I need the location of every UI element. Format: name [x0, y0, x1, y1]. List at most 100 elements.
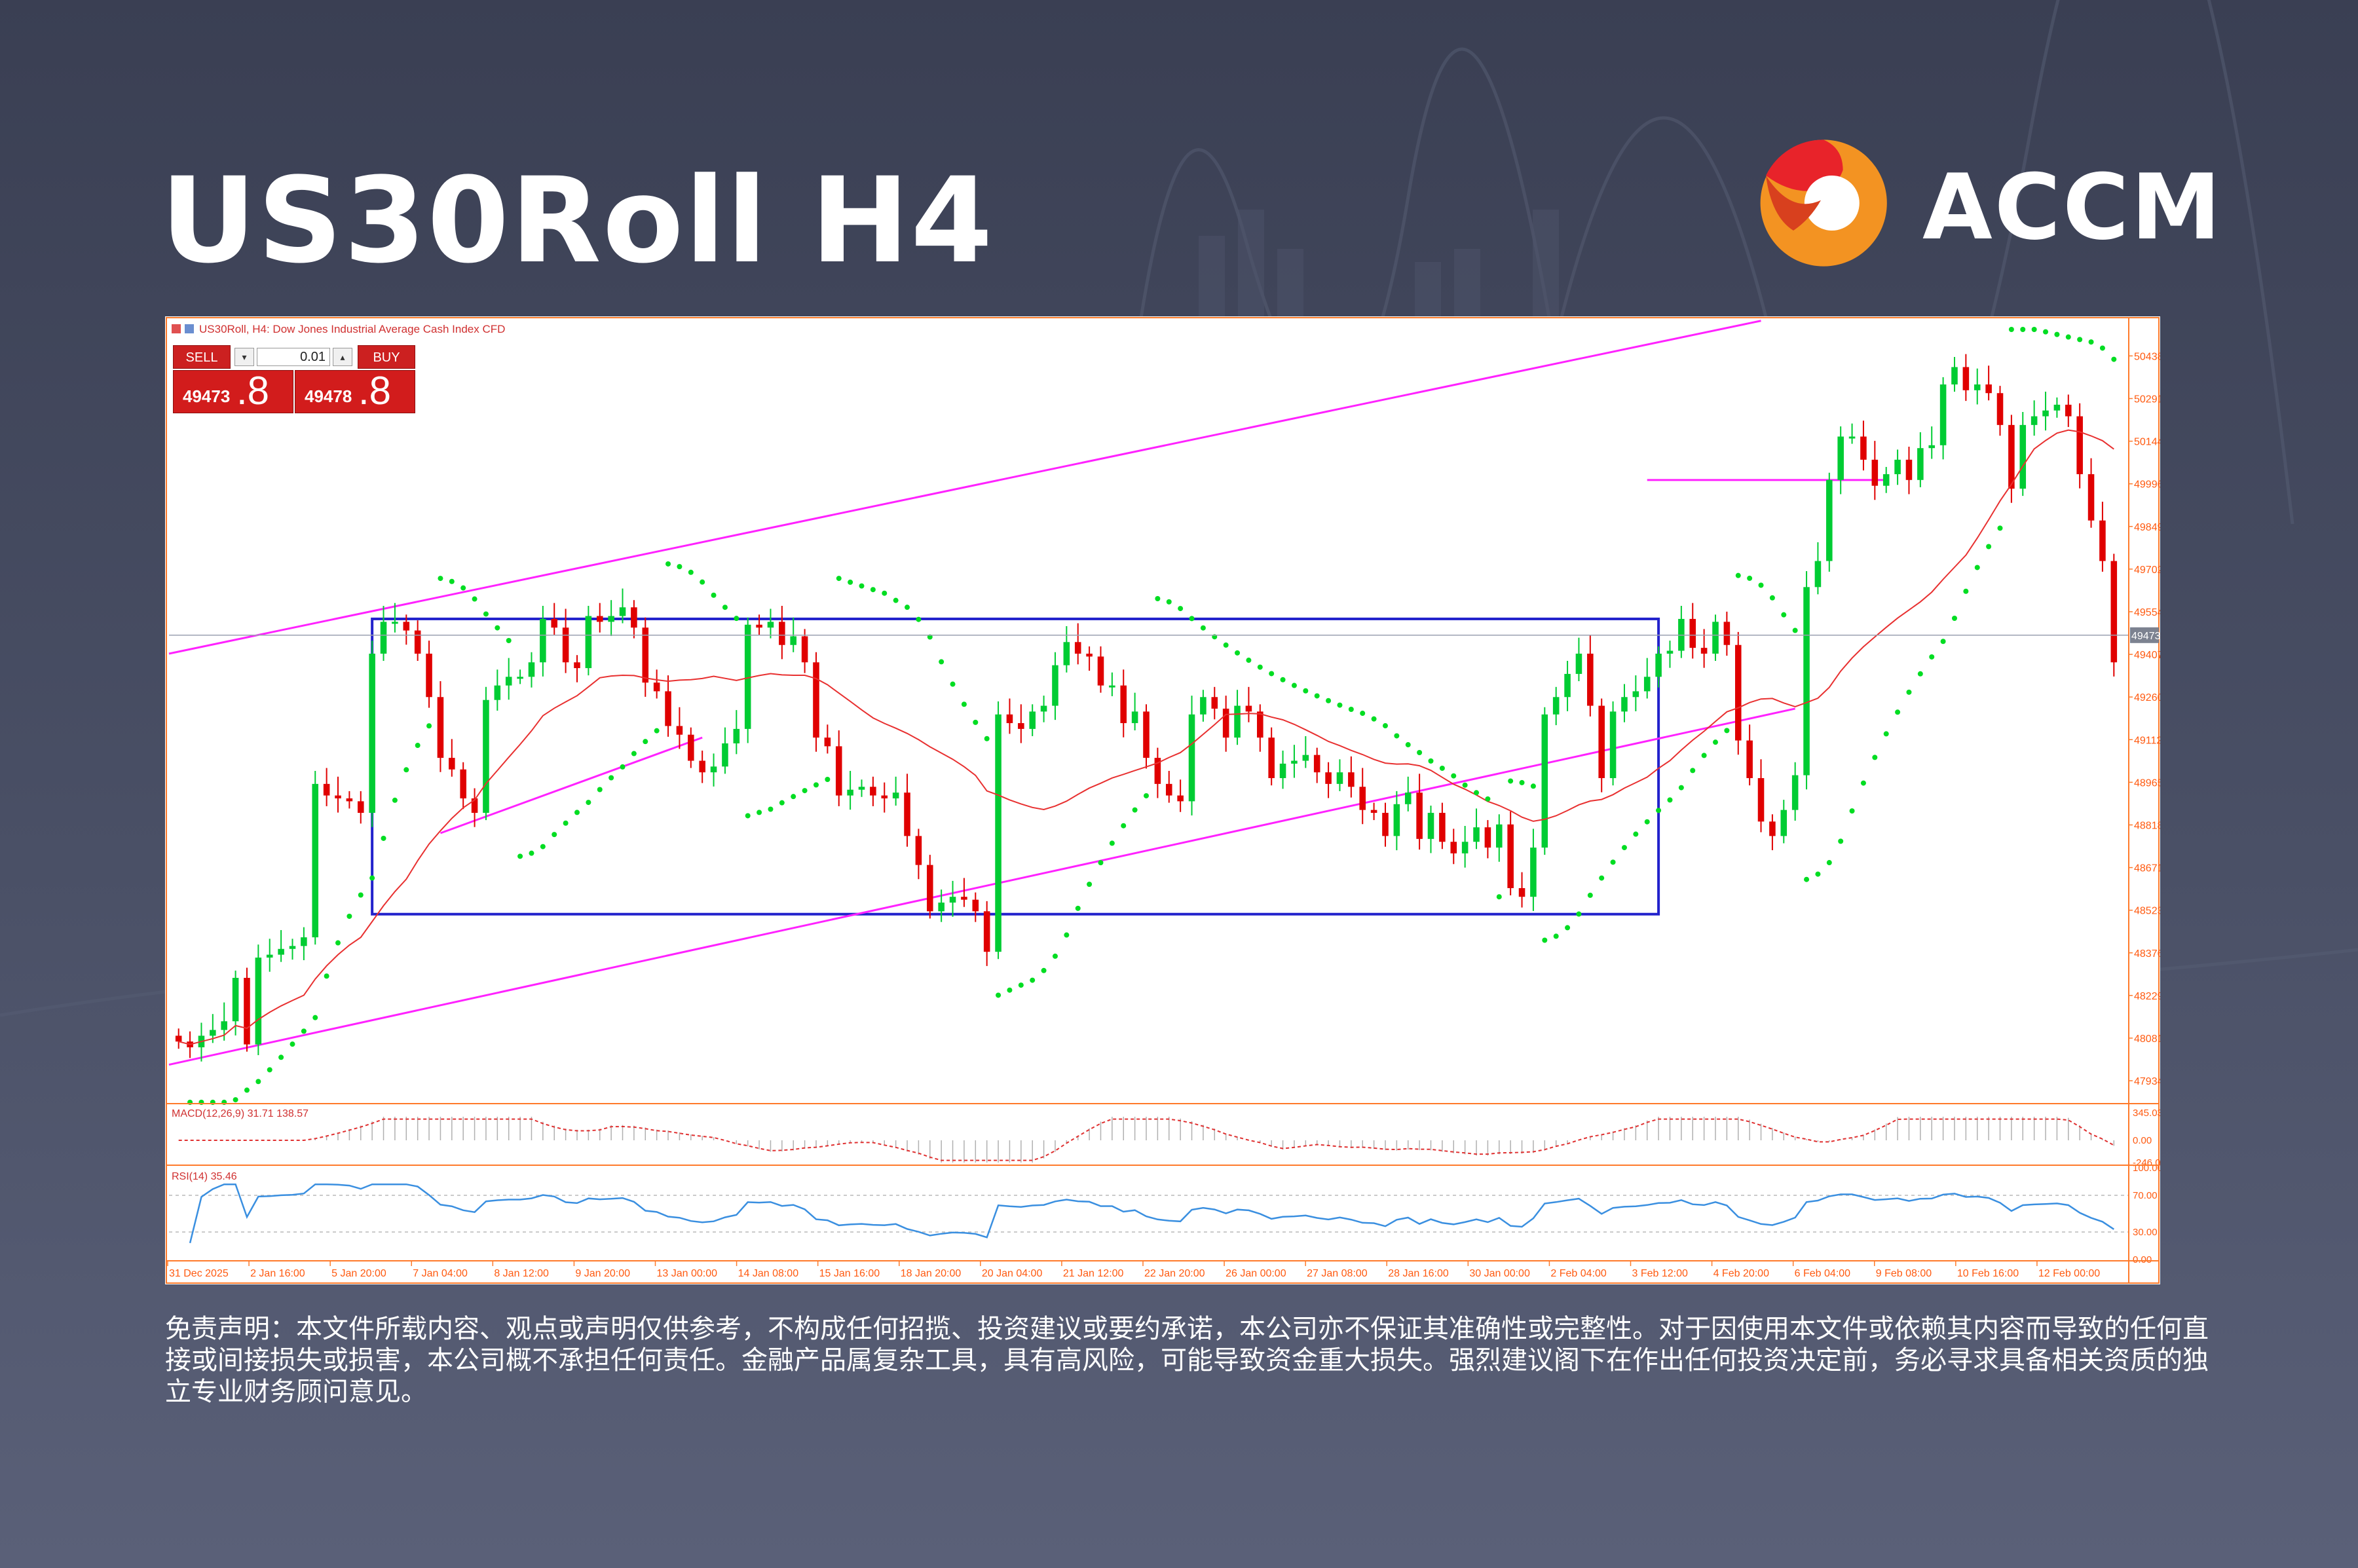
time-tick-label: 20 Jan 04:00 — [982, 1268, 1043, 1279]
sar-dot — [358, 892, 364, 898]
sar-dot — [1189, 616, 1195, 622]
sar-dot — [859, 583, 865, 589]
candle-body — [1791, 775, 1799, 810]
sar-dot — [403, 767, 409, 773]
sar-dot — [1303, 688, 1309, 694]
sar-dot — [415, 743, 421, 749]
candle-body — [392, 622, 398, 624]
sar-dot — [722, 605, 728, 610]
caret-up-icon[interactable]: ▴ — [333, 348, 352, 366]
candle-body — [335, 795, 341, 798]
sar-dot — [1269, 671, 1275, 677]
macd-signal-line — [178, 1118, 2114, 1161]
sar-dot — [1144, 793, 1149, 798]
candle-body — [414, 630, 421, 654]
candle-body — [2065, 404, 2072, 417]
candle-body — [1507, 824, 1514, 888]
candle-body — [1814, 561, 1822, 588]
candle-body — [210, 1030, 216, 1036]
candle-body — [710, 766, 717, 773]
candle-body — [1621, 697, 1628, 712]
price-tick-label: 49112.9 — [2134, 735, 2160, 746]
candle-body — [244, 977, 250, 1045]
candle-body — [562, 627, 569, 663]
candle-body — [1143, 711, 1150, 758]
price-tick-label: 48081.8 — [2134, 1034, 2160, 1045]
candle-body — [801, 636, 808, 663]
rsi-tick-label: 70.00 — [2133, 1190, 2158, 1201]
candle-body — [881, 795, 888, 798]
sell-button[interactable]: SELL — [173, 345, 231, 369]
candle-body — [1734, 644, 1742, 741]
sar-dot — [1280, 677, 1286, 682]
buy-button[interactable]: BUY — [358, 345, 415, 369]
rsi-line — [189, 1183, 2114, 1244]
sar-dot — [460, 585, 466, 591]
sar-dot — [768, 806, 774, 812]
buy-price-main: 49478 — [305, 386, 352, 406]
sar-dot — [449, 578, 455, 584]
sar-dot — [540, 844, 546, 849]
page-title: US30Roll H4 — [160, 153, 994, 289]
brand-name: ACCM — [1922, 155, 2223, 260]
time-tick-label: 27 Jan 08:00 — [1307, 1268, 1368, 1279]
candle-body — [1154, 758, 1161, 784]
sar-dot — [1633, 831, 1639, 837]
candle-body — [403, 622, 410, 631]
candle-body — [1803, 587, 1810, 775]
candle-body — [1291, 760, 1298, 764]
price-tick-label: 50438.6 — [2134, 351, 2160, 362]
candle-body — [483, 700, 489, 813]
candle-body — [1848, 436, 1856, 439]
sar-dot — [1348, 707, 1354, 713]
candle-body — [1530, 848, 1537, 897]
sell-price-main: 49473 — [183, 386, 231, 406]
candle-body — [1643, 677, 1651, 692]
candle-body — [619, 607, 626, 616]
candle-body — [835, 746, 842, 796]
sar-dot — [1576, 911, 1582, 917]
sar-dot — [1474, 790, 1480, 796]
time-tick-label: 28 Jan 16:00 — [1388, 1268, 1449, 1279]
sar-dot — [836, 576, 842, 582]
sar-dot — [495, 625, 500, 631]
candle-body — [1063, 642, 1070, 665]
current-price-tag — [2130, 627, 2159, 643]
buy-price-box[interactable]: 49478 .8 — [295, 369, 415, 413]
time-tick-label: 14 Jan 08:00 — [738, 1268, 799, 1279]
candle-body — [517, 677, 523, 679]
candle-body — [1120, 685, 1127, 724]
price-tick-label: 48376.4 — [2134, 948, 2160, 960]
time-tick-label: 21 Jan 12:00 — [1063, 1268, 1124, 1279]
candle-body — [1552, 697, 1560, 715]
sar-dot — [1223, 642, 1229, 648]
sar-dot — [301, 1028, 307, 1034]
candle-body — [1427, 813, 1434, 839]
caret-down-icon[interactable]: ▾ — [234, 348, 254, 366]
sar-dot — [700, 579, 705, 585]
sar-dot — [267, 1067, 272, 1073]
candle-body — [1382, 813, 1389, 836]
chart-panel[interactable]: 49473.8 MACD(12,26,9) 31.71 138.57345.03… — [165, 316, 2160, 1284]
sar-dot — [1963, 588, 1969, 594]
candle-body — [676, 726, 683, 735]
price-chart[interactable]: 49473.8 MACD(12,26,9) 31.71 138.57345.03… — [165, 316, 2160, 1284]
sar-dot — [233, 1097, 238, 1103]
candle-body — [1245, 705, 1252, 712]
candle-body — [1268, 737, 1275, 779]
candle-body — [722, 743, 728, 767]
candle-body — [1871, 459, 1879, 486]
candle-body — [1416, 793, 1423, 839]
sar-dot — [791, 794, 796, 800]
sar-dot — [552, 832, 557, 838]
candle-body — [949, 897, 956, 903]
candle-body — [1655, 653, 1662, 677]
lot-size-input[interactable]: 0.01 — [257, 348, 330, 366]
candle-body — [858, 787, 865, 790]
sell-price-box[interactable]: 49473 .8 — [173, 369, 293, 413]
candle-body — [301, 937, 307, 946]
price-tick-label: 48965.6 — [2134, 777, 2160, 789]
sar-dot — [1883, 731, 1889, 737]
sar-dot — [1553, 933, 1559, 939]
